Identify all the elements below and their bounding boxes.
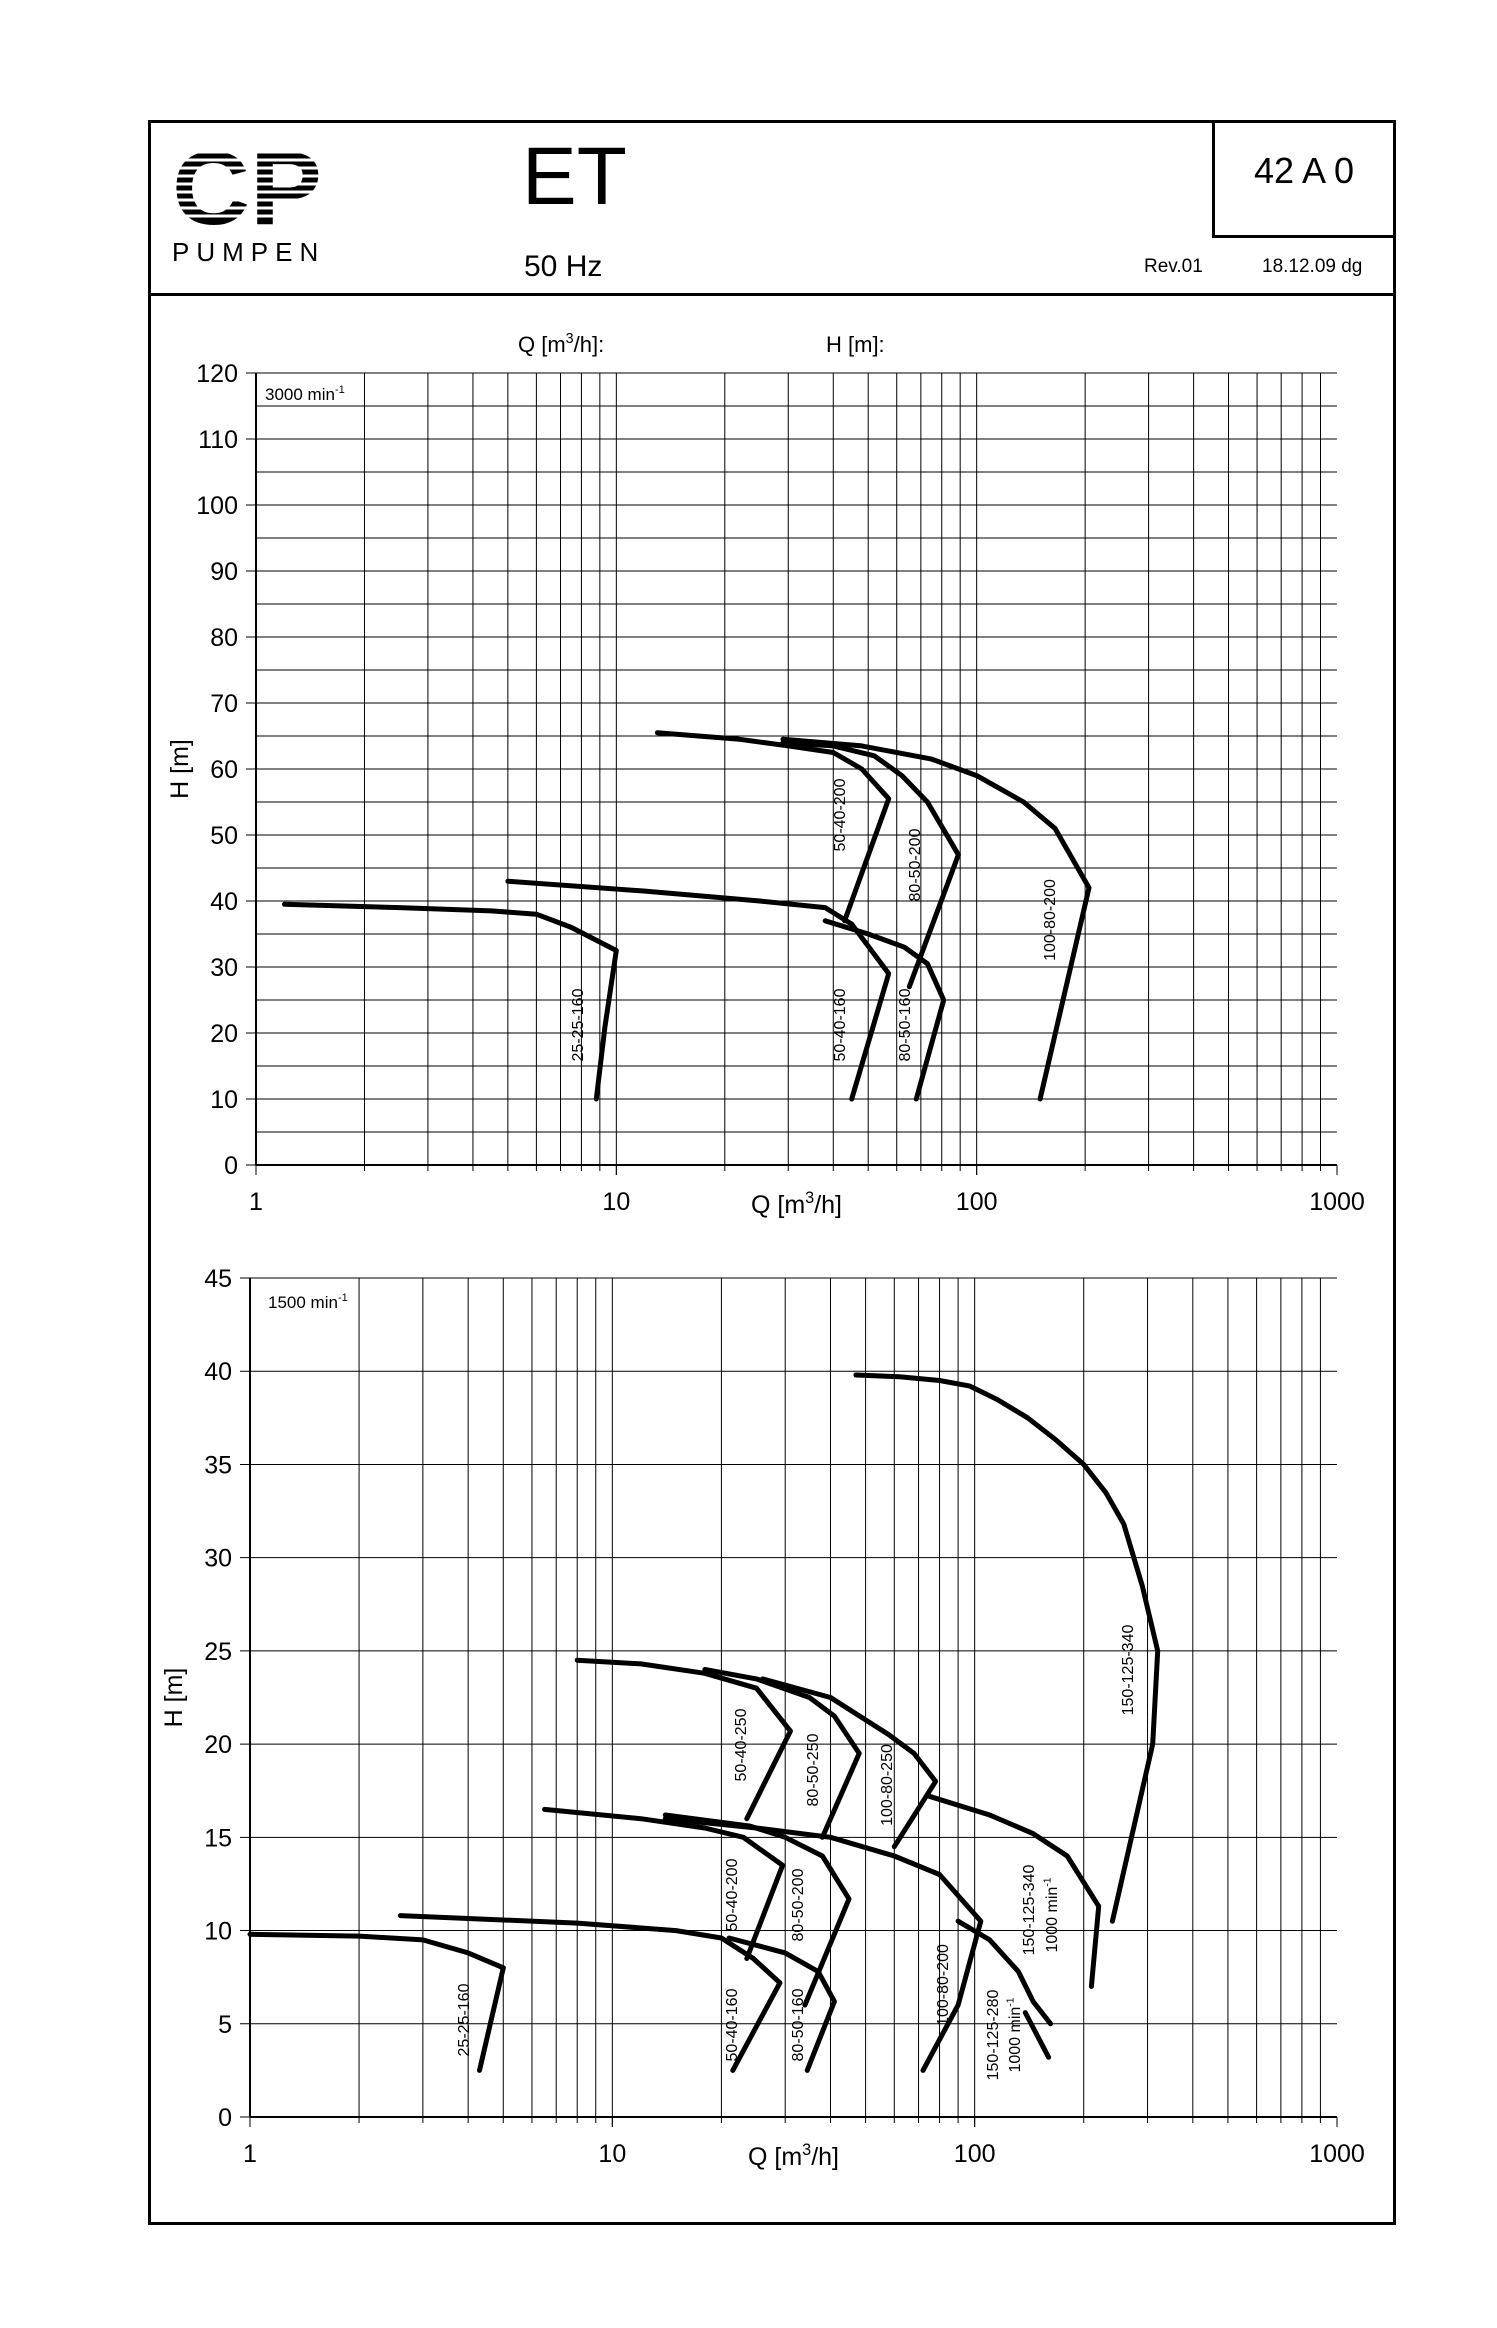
curve-label: 50-40-160 [832,988,849,1061]
x-tick-label: 1 [243,2140,257,2168]
x-tick-label: 100 [954,2140,996,2168]
y-tick-label: 100 [196,492,238,520]
cp-logo-mark: CP [170,136,330,247]
chart-1500-rpm: 0 5 10 15 20 25 30 35 40 45 1 10 100 1000 Q [m3/h] H [m… [160,1265,1365,2171]
y-tick-label: 120 [196,360,238,388]
grid-lines [240,1277,1337,2118]
y-tick-label: 90 [210,558,238,586]
curve-label: 80-50-160 [790,1988,807,2061]
curve-50-40-160 [505,878,892,1102]
logo-stripes [170,150,330,218]
doc-title: ET [522,131,627,222]
y-tick-label: 0 [224,1152,238,1180]
logo-wordmark: PUMPEN [172,237,325,266]
curve-150-125-280-1000-min-1 [1022,2010,1052,2060]
frequency-label: 50 Hz [524,250,603,283]
doc-number-box [1212,120,1396,238]
y-tick-label: 30 [204,1545,232,1573]
curve-label: 150-125-340 [1021,1865,1038,1956]
y-axis-label: H [m] [166,739,194,799]
cp-pumpen-logo: CP PUMPEN [170,136,330,266]
curve-50-40-160 [397,1913,783,2073]
curve-label: 100-80-200 [935,1944,952,2026]
header-label: H [m]: [826,332,885,357]
curve-25-25-160 [282,901,619,1102]
page-frame [148,120,1396,2225]
y-tick-label: 30 [210,954,238,982]
x-axis-label: Q [m3/h] [748,2141,839,2171]
curve-label: 50-40-160 [724,1988,741,2061]
curve-label: 80-50-160 [897,988,914,1061]
y-tick-label: 5 [218,2011,232,2039]
y-tick-label: 110 [198,426,238,454]
y-tick-label: 25 [204,1638,232,1666]
series-group [282,730,1092,1102]
curve-label: 100-80-200 [1042,879,1059,961]
y-tick-label: 60 [210,756,238,784]
curve-label: 25-25-160 [456,1983,473,2056]
curve-label: 50-40-200 [724,1858,741,1931]
y-tick-label: 0 [218,2104,232,2132]
y-tick-label: 45 [204,1265,232,1293]
curve-50-40-200 [654,730,892,924]
curve-label: 150-125-340 [1120,1625,1137,1716]
y-tick-label: 80 [210,624,238,652]
curve-100-80-200 [662,1816,984,2073]
y-tick-label: 50 [210,822,238,850]
curve-label: 50-40-200 [832,778,849,851]
curve-25-25-160 [247,1931,506,2073]
curve-80-50-250 [702,1667,862,1840]
y-tick-label: 20 [210,1020,238,1048]
x-tick-label: 1000 [1309,2140,1365,2168]
date-label: 18.12.09 dg [1262,256,1363,277]
curve-label: 150-125-280 [985,1990,1002,2081]
curve-label: 100-80-250 [879,1744,896,1826]
header-divider [148,293,1396,296]
curve-100-80-200 [780,736,1092,1102]
curve-50-40-200 [542,1806,786,1961]
curve-80-50-160 [822,918,947,1102]
speed-label: 3000 min-1 [265,384,345,404]
y-tick-label: 40 [210,888,238,916]
header-label: Q [m3/h]: [518,331,604,357]
x-tick-label: 10 [598,2140,626,2168]
x-tick-label: 10 [602,1188,630,1216]
y-tick-label: 35 [204,1451,232,1479]
doc-number: 42 A 0 [1253,150,1355,191]
y-tick-label: 20 [204,1731,232,1759]
curve-label: 80-50-200 [907,828,924,901]
series-group [247,1372,1161,2073]
curve-50-40-250 [574,1657,793,1822]
y-tick-label: 10 [204,1918,232,1946]
x-tick-label: 1 [249,1188,263,1216]
grid-lines [246,372,1337,1166]
x-tick-label: 1000 [1309,1188,1365,1216]
curve-label: 25-25-160 [570,988,587,1061]
curve-150-125-340 [853,1372,1161,1924]
y-tick-label: 15 [204,1824,232,1852]
speed-label: 1500 min-1 [268,1292,348,1312]
curve-label: 1000 min-1 [1006,1997,1024,2072]
curve-150-125-340-1000-min-1 [926,1793,1102,1989]
curve-100-80-250 [760,1676,939,1850]
y-tick-label: 10 [210,1086,238,1114]
curve-label: 80-50-200 [790,1868,807,1941]
x-tick-label: 100 [956,1188,998,1216]
y-tick-label: 70 [210,690,238,718]
y-axis-label: H [m] [160,1668,188,1728]
y-tick-label: 40 [204,1358,232,1386]
curve-label: 80-50-250 [805,1733,822,1806]
curve-label: 1000 min-1 [1043,1877,1061,1952]
revision-label: Rev.01 [1144,256,1203,277]
x-axis-label: Q [m3/h] [751,1189,842,1219]
curve-150-125-280 [955,1918,1054,2027]
curve-label: 50-40-250 [733,1708,750,1781]
